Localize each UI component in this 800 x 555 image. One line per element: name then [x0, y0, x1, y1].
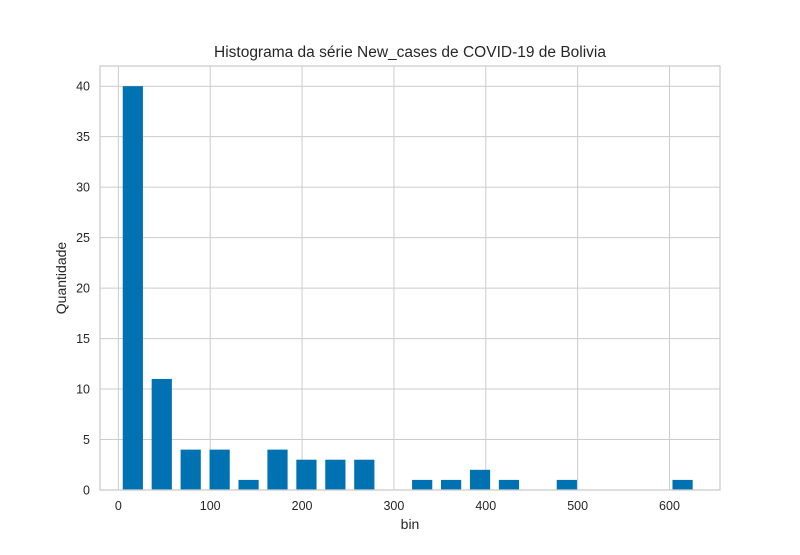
histogram-bar: [296, 459, 317, 490]
bars: [122, 86, 693, 490]
x-tick-label: 200: [292, 499, 313, 513]
histogram-bar: [354, 459, 375, 490]
histogram-bar: [122, 86, 143, 490]
plot-frame: [99, 65, 721, 491]
y-tick-label: 40: [76, 80, 90, 94]
x-tick-label: 300: [383, 499, 404, 513]
x-tick-label: 400: [475, 499, 496, 513]
histogram-bar: [469, 469, 491, 490]
histogram-bar: [672, 479, 693, 490]
y-tick-labels: 0 5 10 15 20 25 30 35 40: [76, 80, 90, 498]
y-tick-label: 10: [76, 383, 90, 397]
histogram-bar: [412, 479, 433, 490]
histogram-bar: [238, 479, 259, 490]
histogram-bar: [498, 479, 520, 490]
y-tick-label: 0: [83, 484, 90, 498]
y-tick-label: 30: [76, 181, 90, 195]
x-tick-label: 0: [115, 499, 122, 513]
y-tick-label: 20: [76, 282, 90, 296]
chart-title: Histograma da série New_cases de COVID-1…: [214, 44, 606, 61]
histogram-bar: [151, 378, 172, 490]
histogram-bar: [441, 479, 462, 490]
grid-lines: [100, 66, 720, 491]
y-axis-label: Quantidade: [53, 242, 69, 315]
histogram-bar: [209, 449, 230, 490]
y-tick-label: 25: [76, 231, 90, 245]
x-tick-labels: 0 100 200 300 400 500 600: [115, 499, 680, 513]
histogram-bar: [556, 479, 577, 490]
x-tick-label: 500: [567, 499, 588, 513]
histogram-bar: [325, 459, 346, 490]
x-tick-label: 100: [200, 499, 221, 513]
histogram-bar: [267, 449, 288, 490]
x-tick-label: 600: [659, 499, 680, 513]
histogram-bar: [180, 449, 201, 490]
y-tick-label: 15: [76, 332, 90, 346]
y-tick-label: 5: [83, 433, 90, 447]
x-axis-label: bin: [401, 516, 420, 532]
y-tick-label: 35: [76, 130, 90, 144]
